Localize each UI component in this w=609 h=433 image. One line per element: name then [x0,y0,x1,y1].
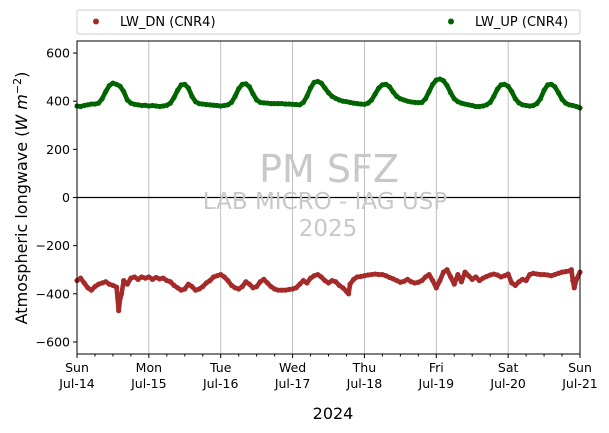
x-tick-day: Tue [209,360,232,375]
x-tick-date: Jul-17 [274,376,311,391]
y-axis-ticks: 600 400 200 0 −200 −400 −600 [36,46,77,349]
x-axis-label: 2024 [313,404,354,423]
x-tick-day: Wed [279,360,306,375]
watermark: PM SFZ LAB MICRO - IAG USP 2025 [203,147,448,242]
x-tick-date: Jul-15 [130,376,167,391]
series-lw-dn [74,267,583,314]
x-tick-day: Sun [65,360,89,375]
y-axis-label: Atmospheric longwave (W m−2) [11,72,31,325]
x-tick-date: Jul-21 [561,376,598,391]
y-tick-label: 600 [46,46,70,61]
x-tick-date: Jul-16 [202,376,239,391]
watermark-year: 2025 [299,216,358,242]
legend-frame [76,9,581,35]
x-tick-date: Jul-14 [58,376,95,391]
watermark-lab: LAB MICRO - IAG USP [203,189,448,215]
legend: LW_DN (CNR4) LW_UP (CNR4) [76,9,581,35]
legend-label-lw-up: LW_UP (CNR4) [475,15,568,30]
x-tick-date: Jul-20 [489,376,526,391]
y-tick-label: 0 [62,190,70,205]
x-tick-date: Jul-19 [418,376,455,391]
x-tick-day: Fri [429,360,444,375]
data-series [74,76,583,314]
x-tick-date: Jul-18 [346,376,383,391]
y-tick-label: −600 [36,334,70,349]
y-tick-label: −400 [36,286,70,301]
y-tick-label: −200 [36,238,70,253]
x-tick-day: Sun [568,360,592,375]
x-tick-day: Thu [352,360,376,375]
y-tick-label: 200 [46,142,70,157]
x-tick-day: Sat [498,360,519,375]
series-lw-up [74,76,583,111]
legend-marker-lw-up [448,18,454,25]
y-tick-label: 400 [46,94,70,109]
legend-marker-lw-dn [93,18,99,25]
legend-label-lw-dn: LW_DN (CNR4) [120,15,216,30]
x-tick-day: Mon [136,360,162,375]
x-axis-ticks: SunJul-14MonJul-15TueJul-16WedJul-17ThuJ… [58,354,598,391]
plot-area: PM SFZ LAB MICRO - IAG USP 2025 [74,40,583,355]
watermark-title: PM SFZ [259,147,399,191]
